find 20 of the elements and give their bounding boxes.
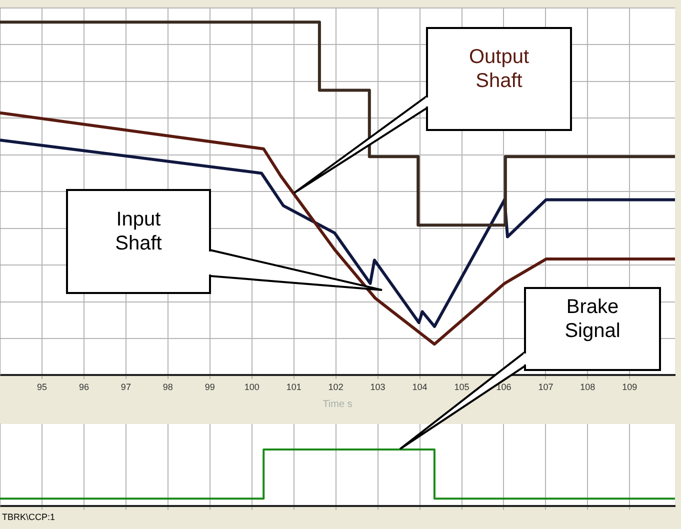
x-tick-label: 101 xyxy=(286,382,302,392)
callout: Output Shaft xyxy=(292,26,573,195)
x-tick-label: 96 xyxy=(78,382,89,392)
x-tick-label: 100 xyxy=(244,382,260,392)
x-tick-label: 106 xyxy=(496,382,512,392)
text: TBRK\CCP:1 xyxy=(2,512,56,522)
x-tick-label: 105 xyxy=(454,382,470,392)
x-tick-label: 95 xyxy=(36,382,47,392)
x-tick-label: 102 xyxy=(328,382,344,392)
x-tick-label: 97 xyxy=(120,382,131,392)
text: Input Shaft xyxy=(115,208,162,254)
x-tick-label: 99 xyxy=(204,382,215,392)
x-axis-title: Time s xyxy=(322,398,352,410)
x-tick-label: 108 xyxy=(580,382,596,392)
x-tick-label: 109 xyxy=(622,382,638,392)
x-tick-label: 103 xyxy=(370,382,386,392)
x-tick-label: 107 xyxy=(538,382,554,392)
x-tick-label: 104 xyxy=(412,382,428,392)
callout: Input Shaft xyxy=(65,188,384,295)
x-tick-label: 98 xyxy=(162,382,173,392)
